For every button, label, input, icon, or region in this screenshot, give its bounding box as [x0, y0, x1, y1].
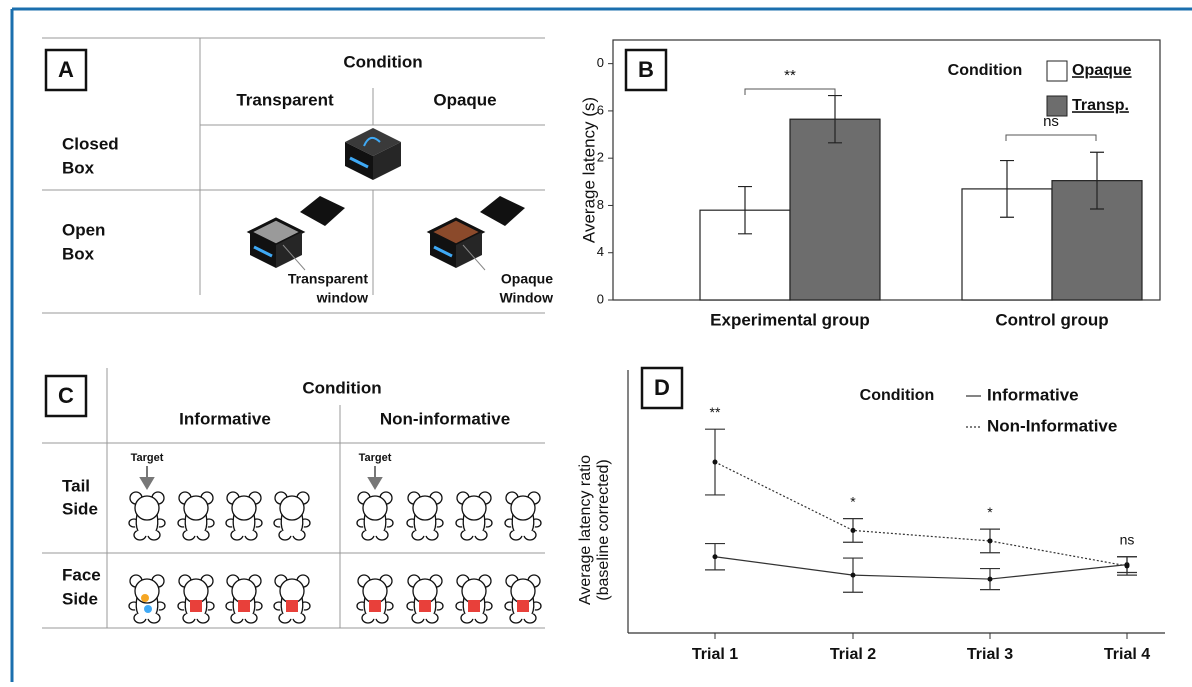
window-label: Window [499, 290, 553, 306]
significance: * [850, 493, 856, 509]
legend-label: Opaque [1072, 62, 1132, 79]
error-bar [828, 94, 842, 144]
significance: ns [1043, 113, 1059, 130]
red-patch [517, 600, 529, 612]
panel-label-box [44, 48, 88, 92]
legend-label: Non-Informative [987, 416, 1117, 435]
sig-bracket [744, 88, 836, 95]
sticker [141, 594, 149, 602]
y-tick-label: 0 [597, 291, 604, 306]
x-tick-label: Trial 4 [1104, 646, 1150, 663]
error-bar [1000, 159, 1014, 218]
series-line [714, 556, 1128, 580]
target-arrow [139, 466, 155, 490]
row-header: Face [62, 565, 101, 584]
condition: Condition [302, 378, 381, 397]
panel-label: A [58, 57, 74, 82]
red-patch [190, 600, 202, 612]
red-patch [369, 600, 381, 612]
row-header: Side [62, 589, 98, 608]
panel-label: B [638, 57, 654, 82]
column-header: Opaque [433, 90, 496, 109]
y-axis-label: (baseline corrected) [595, 459, 612, 600]
legend-label: Informative [987, 385, 1079, 404]
significance: ** [784, 67, 796, 84]
point [850, 527, 856, 533]
y-tick-label: 4 [597, 244, 604, 259]
plot-frame [612, 39, 1161, 301]
x-tick-label: Trial 3 [967, 646, 1013, 663]
bar [789, 118, 881, 301]
closed-box [345, 128, 401, 180]
x-tick-label: Experimental group [710, 310, 870, 329]
row-header: Open [62, 220, 105, 239]
window-label: Opaque [501, 271, 553, 287]
row-header: Box [62, 244, 95, 263]
legend-swatch [1046, 95, 1068, 117]
x-tick-label: Control group [995, 310, 1108, 329]
significance: ** [710, 404, 721, 420]
significance: * [987, 504, 993, 520]
open-box-opaque [426, 196, 525, 271]
significance: ns [1120, 531, 1135, 547]
panel-c: C Condition Informative Non-informative … [42, 368, 545, 629]
y-tick-label: 2 [597, 150, 604, 165]
legend-title: Condition [948, 62, 1023, 79]
error-bar [738, 185, 752, 235]
column-header: Transparent [236, 90, 334, 109]
row-header: Closed [62, 134, 119, 153]
legend-swatch [1046, 60, 1068, 82]
error-bar [1090, 151, 1104, 210]
y-tick-label: 6 [597, 102, 604, 117]
point [1124, 563, 1130, 569]
row-header: Box [62, 158, 95, 177]
red-patch [238, 600, 250, 612]
window-label: Transparent [288, 271, 368, 287]
panel-label-box [624, 48, 668, 92]
panel-label: D [654, 375, 670, 400]
open-box-transparent [246, 196, 345, 271]
point [850, 572, 856, 578]
panel-label-box [640, 366, 684, 410]
row-header: Tail [62, 476, 90, 495]
y-axis-label: Average latency ratio [577, 455, 594, 605]
legend-label: Transp. [1072, 97, 1129, 114]
panel-a: A Condition Transparent Opaque Closed Bo… [42, 37, 553, 314]
condition: Condition [343, 52, 422, 71]
panel-label: C [58, 383, 74, 408]
y-tick-label: 8 [597, 197, 604, 212]
sticker [144, 605, 152, 613]
panel-label-box [44, 374, 88, 418]
sig-bracket [1005, 134, 1097, 141]
y-axis-label: Average latency (s) [579, 97, 598, 243]
target-arrow [367, 466, 383, 490]
column-header: Informative [179, 409, 271, 428]
target-label: Target [359, 452, 392, 464]
x-tick-label: Trial 1 [692, 646, 738, 663]
red-patch [419, 600, 431, 612]
window-label: window [316, 290, 368, 306]
red-patch [468, 600, 480, 612]
red-patch [286, 600, 298, 612]
x-tick-label: Trial 2 [830, 646, 876, 663]
target-label: Target [131, 452, 164, 464]
row-header: Side [62, 499, 98, 518]
point [712, 554, 718, 560]
legend-title: Condition [860, 387, 935, 404]
series-line [714, 461, 1128, 567]
point [987, 538, 993, 544]
point [712, 459, 718, 465]
column-header: Non-informative [380, 409, 510, 428]
y-tick-label: 0 [597, 55, 604, 70]
point [987, 576, 993, 582]
